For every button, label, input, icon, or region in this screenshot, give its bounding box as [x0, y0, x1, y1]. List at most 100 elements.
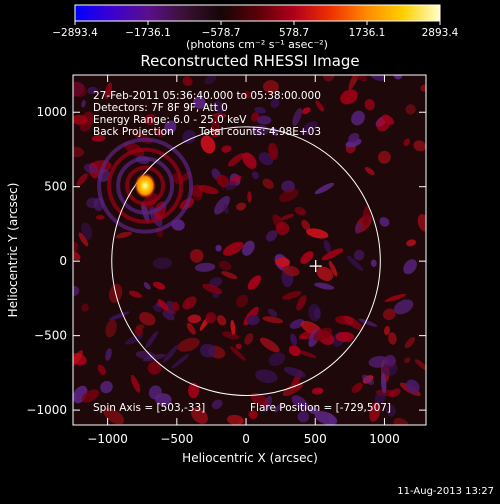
noise-blob — [404, 337, 415, 349]
noise-blob — [282, 382, 304, 397]
x-tick-label: 0 — [242, 432, 250, 446]
noise-blob — [292, 108, 303, 127]
info-total-counts: Total counts: 4.98E+03 — [198, 126, 321, 138]
colorbar-tick-label: −578.7 — [202, 27, 241, 39]
noise-blob — [186, 322, 196, 335]
noise-blob — [406, 239, 417, 247]
axis-ticks — [73, 75, 426, 425]
noise-blob — [300, 251, 314, 265]
noise-blob — [279, 188, 299, 203]
noise-blob — [123, 141, 145, 157]
flare-source — [134, 172, 157, 199]
noise-blob — [187, 314, 202, 324]
noise-blob — [164, 120, 177, 134]
noise-blob — [370, 259, 377, 267]
noise-blob — [364, 166, 375, 175]
noise-blob — [361, 374, 374, 385]
noise-blob — [383, 325, 391, 336]
noise-blob — [243, 91, 252, 99]
noise-blob — [73, 81, 87, 97]
noise-blob — [384, 293, 407, 302]
noise-blob — [322, 75, 335, 82]
noise-blob — [246, 314, 260, 326]
noise-blob — [369, 401, 381, 422]
noise-blob — [211, 399, 223, 410]
noise-blob — [314, 411, 338, 425]
noise-blob — [311, 387, 324, 395]
noise-blob — [153, 128, 165, 138]
noise-blob — [248, 410, 258, 420]
noise-blob — [222, 331, 240, 340]
noise-blob — [205, 312, 217, 324]
noise-blob — [340, 89, 358, 105]
noise-blob — [198, 184, 219, 195]
noise-blob — [73, 250, 81, 261]
noise-blob — [297, 350, 317, 358]
noise-blob — [214, 195, 230, 215]
noise-blob — [189, 249, 204, 263]
spin-axis-marker — [309, 260, 322, 273]
noise-blob — [163, 344, 179, 363]
y-tick-label: 500 — [44, 180, 67, 194]
noise-blob — [244, 333, 254, 345]
info-time-range: 27-Feb-2011 05:36:40.000 to 05:38:00.000 — [93, 90, 321, 102]
noise-blob — [145, 331, 159, 349]
plot-frame — [72, 74, 427, 426]
info-method: Back Projection — [93, 126, 174, 138]
info-block: 27-Feb-2011 05:36:40.000 to 05:38:00.000… — [93, 90, 321, 138]
noise-blob — [230, 319, 236, 335]
noise-blob — [323, 239, 331, 253]
noise-blob — [254, 106, 266, 114]
noise-blob — [100, 380, 113, 394]
info-energy-range: Energy Range: 6.0 - 25.0 keV — [93, 114, 247, 126]
noise-blob — [351, 110, 365, 126]
flare-ring — [116, 156, 175, 215]
noise-blob — [383, 308, 396, 321]
noise-blob — [255, 369, 278, 383]
spin-axis-label: Spin Axis = [503,-33] — [93, 402, 205, 414]
noise-blob — [81, 389, 100, 403]
noise-blob — [242, 152, 257, 169]
noise-blob — [73, 350, 83, 367]
noise-blob — [280, 213, 295, 221]
noise-blob — [144, 114, 157, 126]
noise-blob — [256, 115, 272, 125]
noise-blob — [200, 135, 216, 154]
noise-blob — [316, 266, 334, 281]
noise-blob — [130, 374, 141, 393]
noise-blob — [296, 295, 307, 311]
timestamp: 11-Aug-2013 13:27 — [397, 486, 494, 497]
noise-blob — [105, 348, 112, 361]
noise-blob — [182, 76, 193, 87]
noise-blob — [348, 132, 360, 143]
noise-blob — [403, 138, 411, 147]
noise-blob — [353, 249, 365, 261]
noise-blob — [213, 100, 225, 114]
noise-blob — [417, 214, 426, 232]
x-tick-label: 500 — [304, 432, 327, 446]
noise-blob — [405, 379, 420, 394]
noise-blob — [268, 352, 286, 366]
noise-blob — [177, 337, 200, 352]
noise-blob — [413, 140, 426, 152]
noise-blob — [103, 407, 125, 425]
noise-blob — [171, 301, 180, 312]
y-tick-label: 0 — [59, 254, 67, 268]
noise-blob — [224, 180, 237, 191]
noise-blob — [204, 75, 217, 85]
noise-blob — [73, 285, 80, 296]
noise-blob — [155, 393, 172, 407]
noise-blob — [250, 112, 260, 122]
noise-blob — [351, 382, 363, 393]
noise-blob — [227, 153, 244, 167]
noise-blob — [393, 417, 410, 425]
noise-blob — [250, 392, 269, 407]
noise-blob — [386, 404, 396, 417]
colorbar-tick-label: 578.7 — [279, 27, 309, 39]
noise-blob — [403, 259, 417, 275]
noise-blob — [142, 353, 166, 362]
noise-blob — [147, 360, 162, 375]
noise-blob — [91, 135, 106, 142]
noise-blob — [143, 282, 151, 290]
